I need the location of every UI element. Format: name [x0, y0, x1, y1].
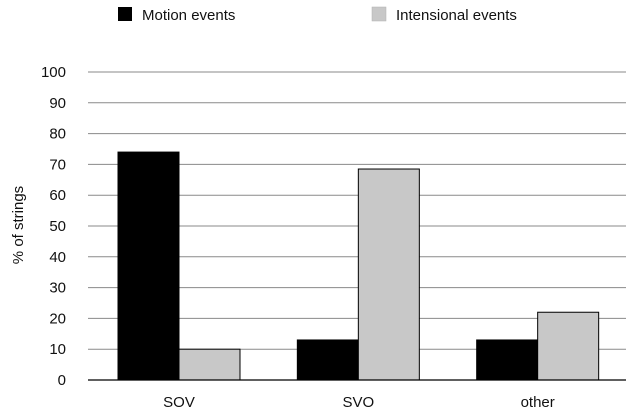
- y-tick-label: 60: [49, 187, 66, 204]
- bar-other-motion-events: [476, 339, 539, 381]
- x-tick-label: SOV: [163, 394, 195, 411]
- x-axis-ticks: SOV SVO other: [163, 394, 555, 411]
- y-tick-label: 40: [49, 249, 66, 266]
- y-axis-label: % of strings: [10, 186, 27, 264]
- x-tick-label: other: [521, 394, 555, 411]
- y-axis-ticks: 0 10 20 30 40 50 60 70 80 90 100: [41, 64, 66, 389]
- bars: [117, 151, 600, 381]
- y-tick-label: 50: [49, 218, 66, 235]
- x-tick-label: SVO: [342, 394, 374, 411]
- y-tick-label: 90: [49, 95, 66, 112]
- y-tick-label: 70: [49, 156, 66, 173]
- bar-sov-intensional-events: [178, 348, 241, 381]
- bar-other-intensional-events: [537, 311, 600, 381]
- bar-svo-motion-events: [296, 339, 359, 381]
- legend-label-intensional-events: Intensional events: [396, 7, 517, 24]
- y-tick-label: 20: [49, 310, 66, 327]
- bar-svo-intensional-events: [357, 168, 420, 381]
- y-tick-label: 10: [49, 341, 66, 358]
- y-tick-label: 0: [58, 372, 66, 389]
- y-tick-label: 80: [49, 126, 66, 143]
- y-tick-label: 30: [49, 280, 66, 297]
- y-tick-label: 100: [41, 64, 66, 81]
- chart-legend: Motion events Intensional events: [118, 6, 517, 24]
- legend-swatch-motion-events: [118, 7, 132, 21]
- bar-sov-motion-events: [117, 151, 180, 381]
- legend-swatch-intensional-events: [371, 6, 387, 22]
- legend-label-motion-events: Motion events: [142, 7, 235, 24]
